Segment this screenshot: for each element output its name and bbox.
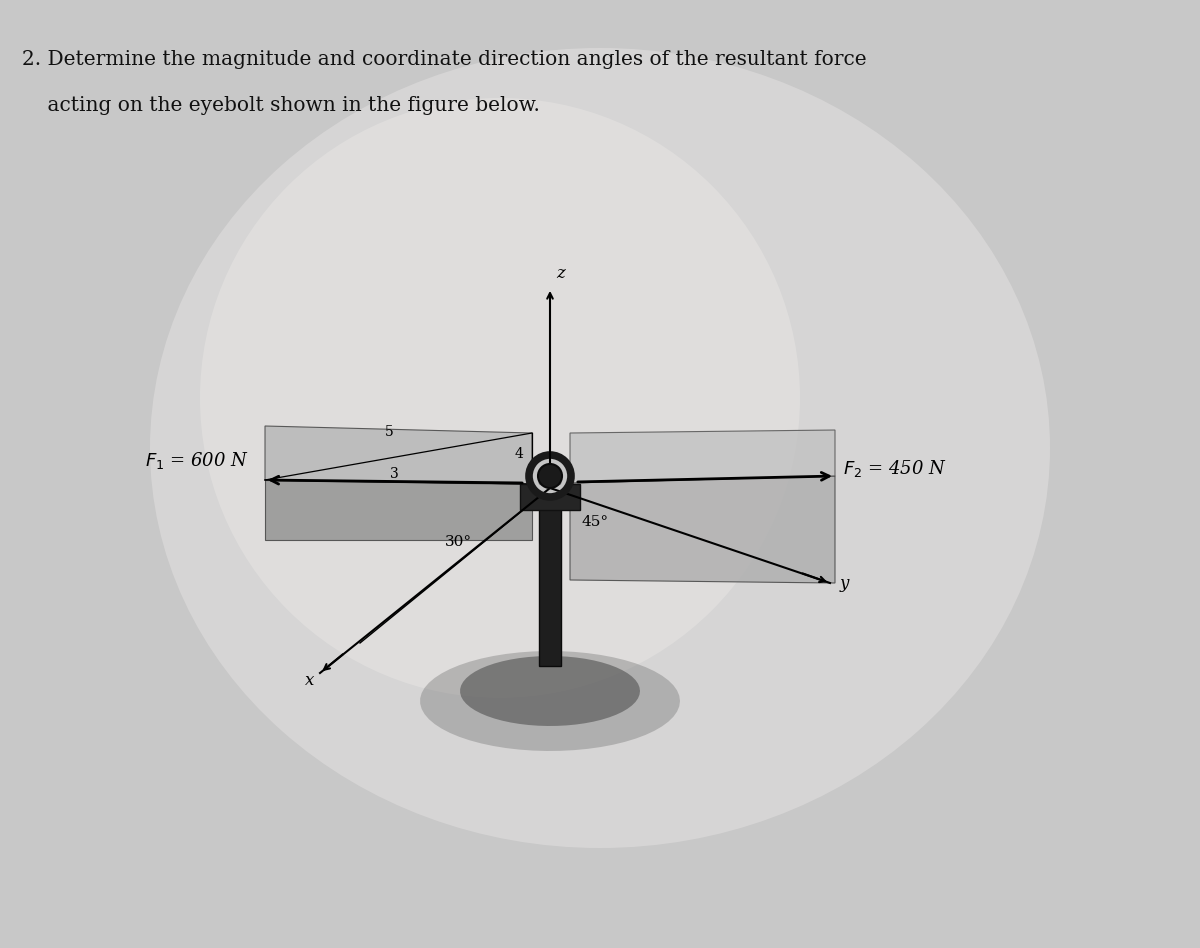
Bar <box>542 478 557 496</box>
Text: 30°: 30° <box>445 535 472 549</box>
Bar <box>539 506 562 666</box>
Text: z: z <box>556 265 565 282</box>
Ellipse shape <box>539 481 545 485</box>
Ellipse shape <box>542 481 550 485</box>
Ellipse shape <box>150 48 1050 848</box>
Polygon shape <box>265 426 532 484</box>
Polygon shape <box>265 480 532 540</box>
Text: 5: 5 <box>385 425 394 439</box>
Bar <box>520 484 580 510</box>
Polygon shape <box>460 656 640 726</box>
Text: acting on the eyebolt shown in the figure below.: acting on the eyebolt shown in the figur… <box>22 96 540 115</box>
Text: 2. Determine the magnitude and coordinate direction angles of the resultant forc: 2. Determine the magnitude and coordinat… <box>22 50 866 69</box>
Circle shape <box>529 455 571 497</box>
Polygon shape <box>420 651 680 751</box>
Text: 3: 3 <box>390 467 398 481</box>
Text: 4: 4 <box>515 447 524 461</box>
Text: $F_1$ = 600 N: $F_1$ = 600 N <box>145 449 248 470</box>
Text: x: x <box>305 672 314 689</box>
Text: $F_2$ = 450 N: $F_2$ = 450 N <box>842 458 947 479</box>
Polygon shape <box>570 430 835 483</box>
Ellipse shape <box>200 98 800 698</box>
Ellipse shape <box>554 481 562 485</box>
Ellipse shape <box>547 481 553 485</box>
Text: y: y <box>840 575 850 592</box>
Text: 45°: 45° <box>582 515 610 529</box>
Polygon shape <box>570 476 835 583</box>
Circle shape <box>538 464 562 488</box>
Ellipse shape <box>551 481 557 485</box>
